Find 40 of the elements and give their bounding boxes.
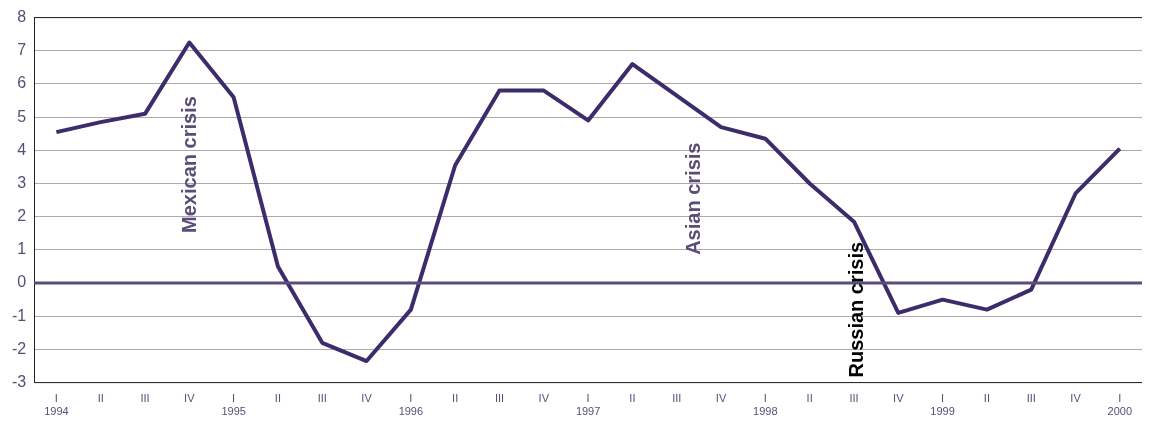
x-tick-label: I 1994: [44, 392, 69, 418]
x-tick-label: I 1997: [575, 392, 601, 418]
x-tick-label: I 1998: [753, 392, 778, 418]
y-tick-label: 1: [17, 240, 27, 258]
x-tick-label: II: [452, 392, 459, 405]
x-tick-label: IV: [893, 392, 905, 405]
y-tick-label: 7: [17, 41, 27, 59]
x-tick-label: IV: [538, 392, 550, 405]
y-tick-label: 8: [17, 8, 27, 26]
x-tick-label: IV: [1070, 392, 1082, 405]
x-tick-label: I 1996: [398, 392, 424, 418]
x-tick-label: II: [983, 392, 990, 405]
y-tick-label: 0: [17, 273, 27, 291]
x-tick-label: III: [672, 392, 682, 405]
y-tick-label: -1: [11, 306, 27, 324]
x-tick-label: II: [97, 392, 104, 405]
x-tick-label: IV: [715, 392, 727, 405]
annotation: Mexican crisis: [177, 96, 200, 233]
y-tick-label: 4: [17, 140, 27, 158]
x-tick-label: II: [806, 392, 813, 405]
x-tick-label: III: [140, 392, 150, 405]
x-tick-label: I 1995: [221, 392, 246, 418]
x-tick-label: I 2000: [1107, 392, 1133, 418]
annotation: Asian crisis: [681, 142, 704, 255]
y-tick-label: 3: [17, 173, 27, 191]
x-tick-label: II: [629, 392, 636, 405]
x-tick-label: IV: [184, 392, 196, 405]
x-tick-label: II: [274, 392, 281, 405]
x-tick-label: III: [1026, 392, 1036, 405]
x-tick-label: III: [317, 392, 327, 405]
annotation: Russian crisis: [844, 241, 867, 378]
y-tick-label: 6: [17, 74, 27, 92]
y-tick-label: -2: [11, 339, 27, 357]
y-tick-label: 5: [17, 107, 27, 125]
y-tick-label: -3: [11, 373, 27, 391]
x-tick-label: III: [849, 392, 859, 405]
x-tick-label: I 1999: [930, 392, 955, 418]
y-tick-label: 2: [17, 207, 27, 225]
x-tick-label: IV: [361, 392, 373, 405]
x-tick-label: III: [494, 392, 505, 405]
